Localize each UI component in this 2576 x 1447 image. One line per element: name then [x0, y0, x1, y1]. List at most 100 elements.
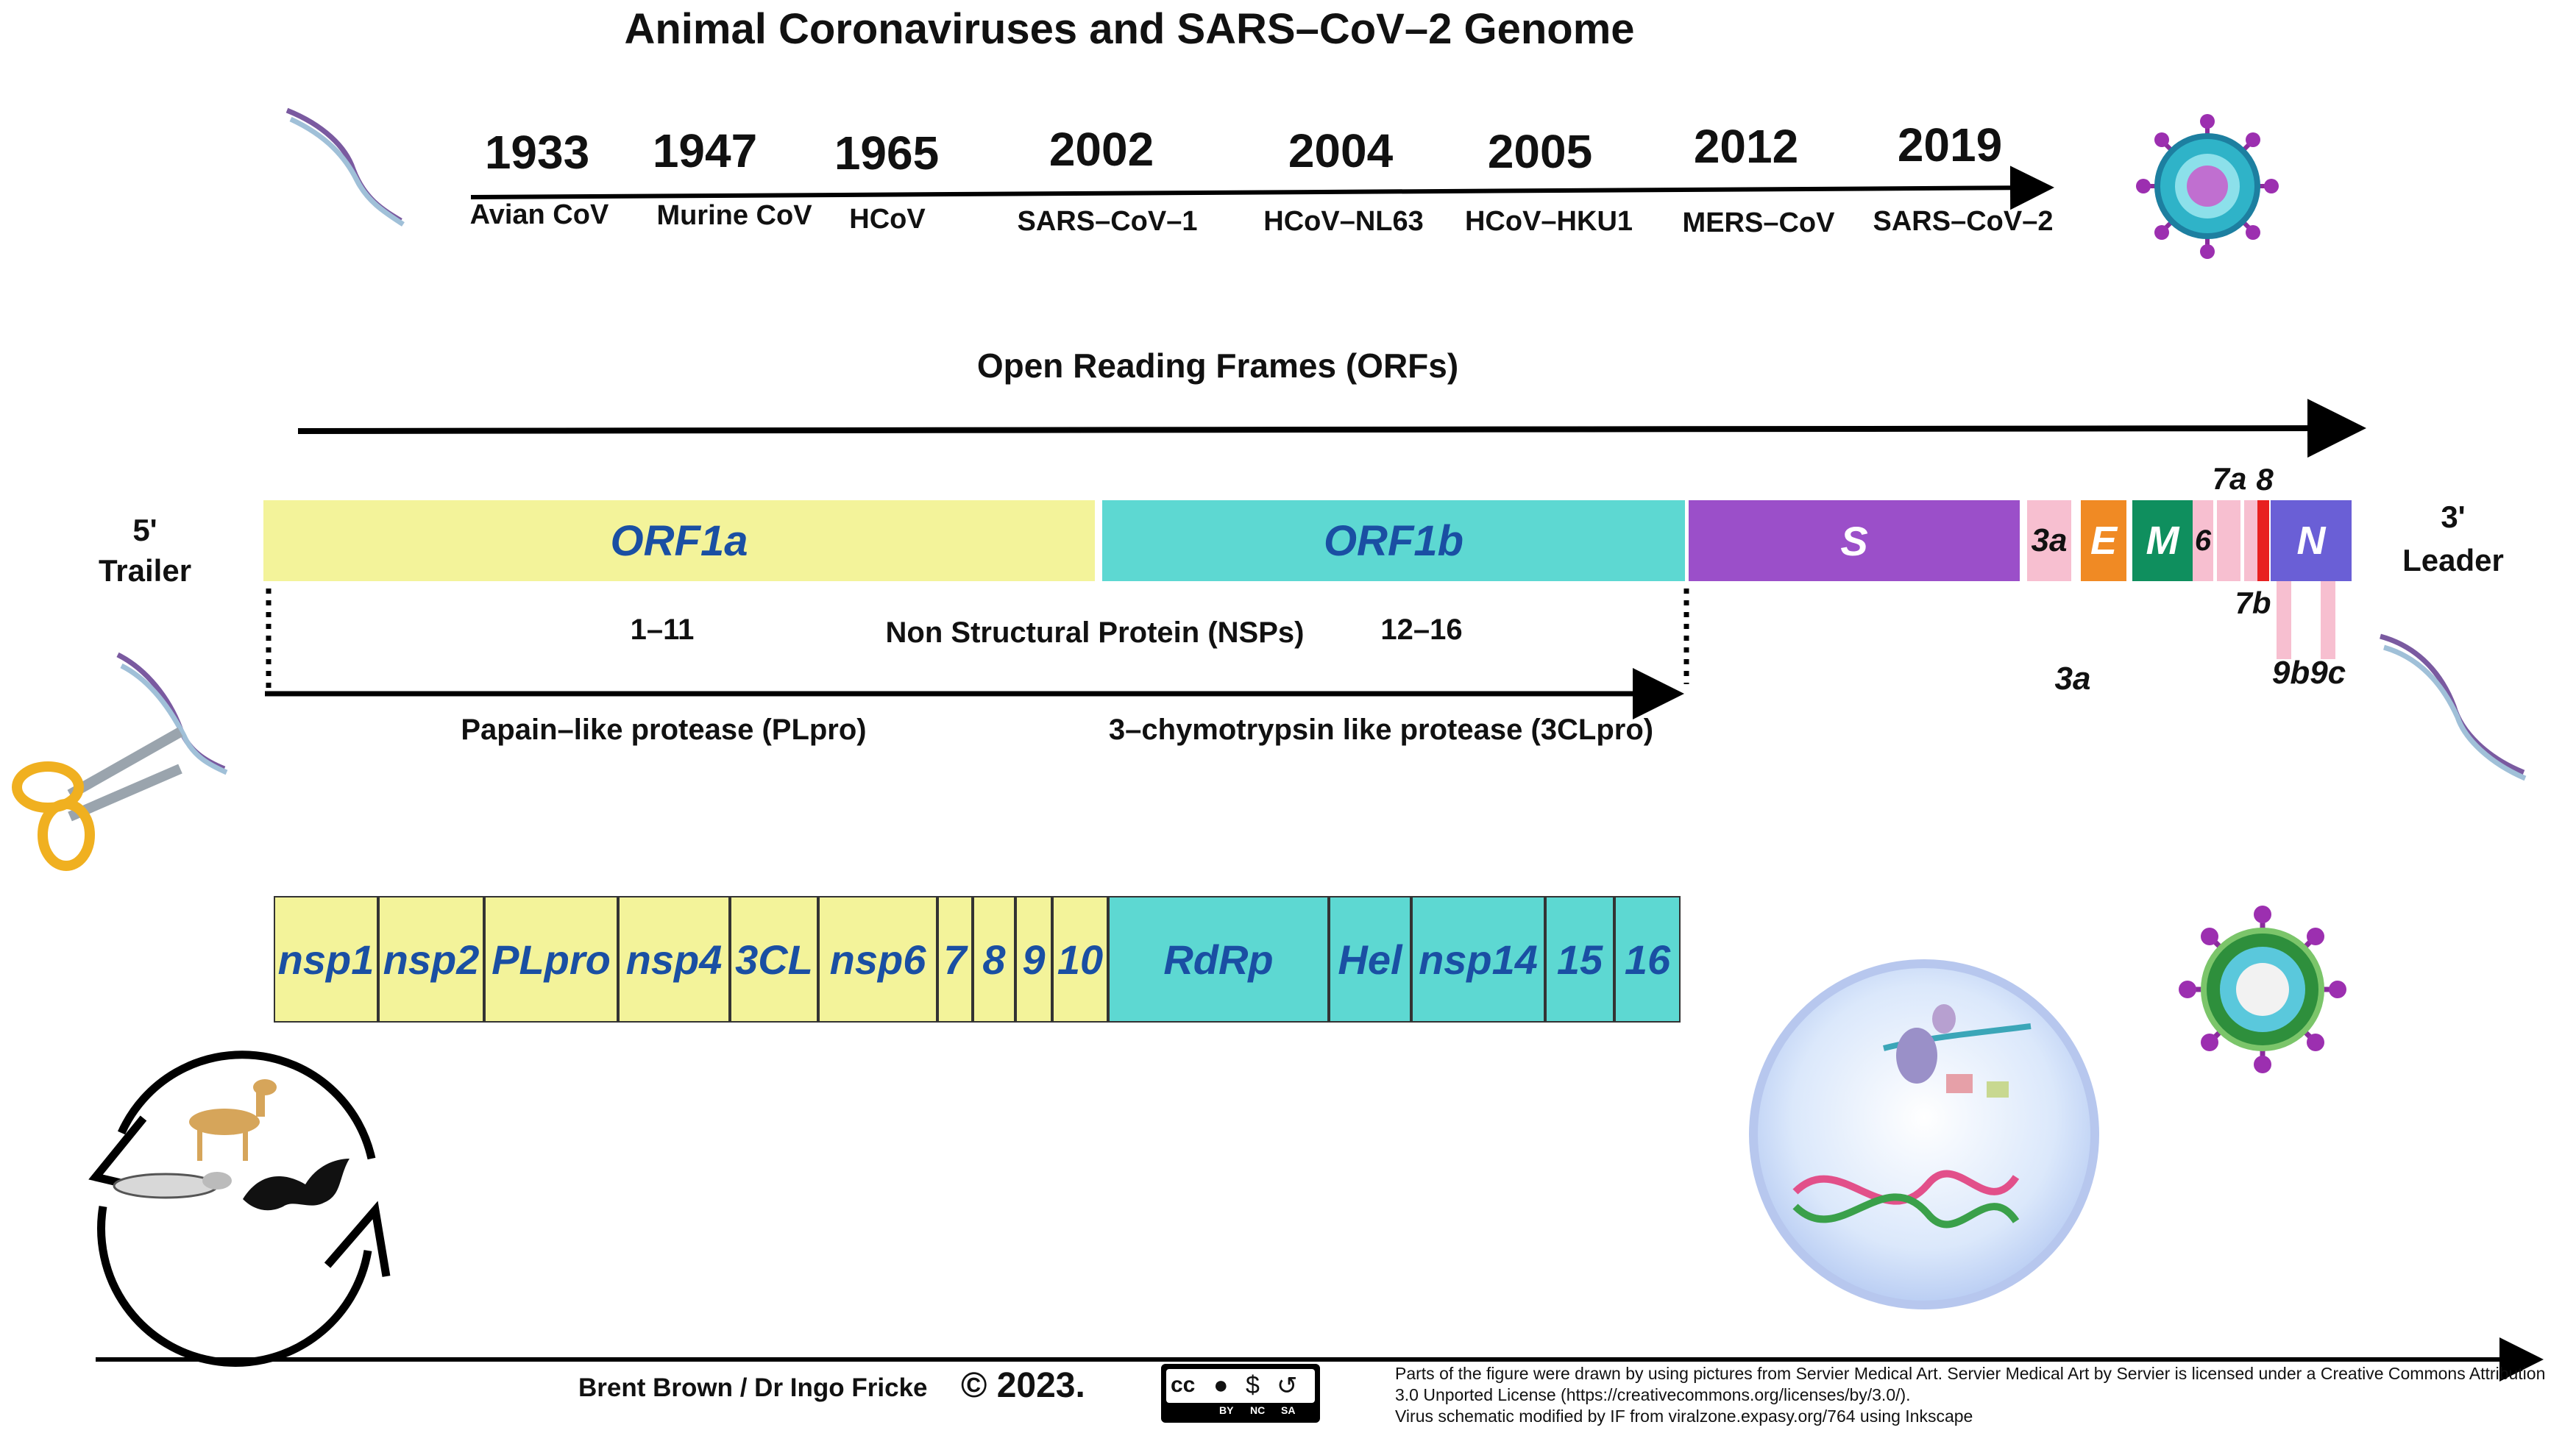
orf1a-segment: ORF1a	[263, 500, 1095, 581]
nsp-range-2: 12–16	[1380, 614, 1463, 646]
timeline-label: Avian CoV	[469, 199, 609, 230]
timeline-label: SARS–CoV–2	[1873, 206, 2054, 237]
nsp-box-label: 10	[1057, 936, 1104, 983]
nsp-range-1: 1–11	[630, 614, 695, 646]
nsp-box-label: 9	[1022, 936, 1046, 983]
timeline-year: 1947	[652, 124, 758, 177]
timeline-year: 1933	[484, 126, 590, 179]
orf1b-label: ORF1b	[1323, 516, 1464, 565]
timeline-year: 2012	[1693, 120, 1799, 173]
three-prime-label: 3'	[2441, 499, 2466, 534]
nsp-box: 15	[1545, 896, 1614, 1023]
n-gene-segment: N	[2271, 500, 2352, 581]
timeline-year: 2002	[1049, 123, 1154, 176]
timeline-year: 2019	[1897, 118, 2003, 171]
by-icon: ●	[1213, 1371, 1229, 1399]
orf-heading: Open Reading Frames (ORFs)	[976, 346, 1459, 385]
nsp-box: 16	[1614, 896, 1681, 1023]
cc-icon: cc	[1171, 1373, 1196, 1397]
nsp-box-label: 15	[1556, 936, 1603, 983]
orf1b-segment: ORF1b	[1102, 500, 1685, 581]
nsp-box-label: PLpro	[492, 936, 611, 983]
orf3a-label: 3a	[2031, 522, 2068, 558]
sa-icon: ↺	[1277, 1372, 1298, 1400]
nsp-box-label: nsp4	[625, 936, 723, 983]
trailer-label: Trailer	[98, 553, 192, 588]
badge-sa: SA	[1281, 1404, 1296, 1416]
credit-text: Parts of the figure were drawn by using …	[1395, 1363, 2572, 1427]
orf-arrow	[297, 399, 2366, 458]
credit-line-1: Parts of the figure were drawn by using …	[1395, 1364, 2546, 1404]
nsp-box-label: RdRp	[1163, 936, 1274, 983]
timeline-label: HCoV–NL63	[1263, 206, 1424, 237]
nsp-box: 8	[973, 896, 1015, 1023]
badge-nc: NC	[1250, 1404, 1266, 1416]
nsp-box-label: 7	[943, 936, 967, 983]
s-gene-segment: S	[1689, 500, 2020, 581]
nsp-box: 10	[1052, 896, 1108, 1023]
leader-label: Leader	[2402, 543, 2504, 577]
timeline-year: 1965	[834, 127, 940, 179]
timeline-year: 2004	[1288, 124, 1394, 177]
scissors-icon	[12, 727, 183, 871]
civet-icon	[113, 1172, 232, 1199]
timeline-arrow	[470, 166, 2054, 210]
nsp-box: nsp4	[618, 896, 730, 1023]
orf3a-segment: 3a	[2027, 500, 2071, 581]
nsp-box: nsp6	[818, 896, 937, 1023]
orf7a-label: 7a	[2212, 461, 2247, 496]
nsp-label: Non Structural Protein (NSPs)	[885, 616, 1305, 649]
timeline-label: HCoV	[849, 204, 926, 235]
m-gene-label: M	[2146, 519, 2179, 563]
timeline-year: 2005	[1487, 125, 1593, 178]
nc-icon: $	[1246, 1371, 1260, 1399]
nsp-box-label: nsp2	[383, 936, 480, 983]
nsp-box-label: 16	[1624, 936, 1671, 983]
badge-by: BY	[1219, 1404, 1234, 1416]
m-gene-segment: M	[2132, 500, 2193, 581]
host-cell-icon	[1749, 959, 2099, 1309]
nsp-box-label: 8	[982, 936, 1006, 983]
cc-license-badge: cc ● $ ↺ BY NC SA	[1161, 1364, 1320, 1423]
orf7a-segment	[2217, 500, 2240, 581]
nsp-box-label: 3CL	[735, 936, 813, 983]
orf9c-bar	[2321, 580, 2335, 659]
nsp-box-label: nsp1	[277, 936, 375, 983]
orf7b-segment	[2244, 500, 2257, 581]
orf6-segment: 6	[2193, 500, 2213, 581]
nsp-box: 7	[937, 896, 973, 1023]
e-gene-segment: E	[2081, 500, 2126, 581]
bat-icon	[243, 1159, 350, 1211]
five-prime-label: 5'	[132, 513, 157, 547]
rna-strand-icon	[285, 107, 405, 227]
timeline-label: Murine CoV	[656, 200, 812, 231]
orf8-segment	[2257, 500, 2269, 581]
copyright-text: © 2023.	[961, 1366, 1085, 1405]
host-cycle-icon	[88, 1050, 391, 1367]
virus-icon-2	[2179, 906, 2346, 1073]
orf1a-label: ORF1a	[610, 516, 748, 565]
nsp-box: 3CL	[730, 896, 818, 1023]
orf7b-label: 7b	[2235, 586, 2271, 620]
nsp-box-label: nsp14	[1419, 936, 1538, 983]
nsp-box: RdRp	[1108, 896, 1329, 1023]
rna-strand-icon-2	[116, 652, 228, 775]
orf8-label: 8	[2256, 462, 2274, 497]
orf9b-bar	[2277, 580, 2291, 659]
n-gene-label: N	[2296, 519, 2326, 563]
page-title: Animal Coronaviruses and SARS–CoV–2 Geno…	[624, 5, 1635, 53]
nsp-box-label: nsp6	[829, 936, 926, 983]
nsp-box: Hel	[1329, 896, 1411, 1023]
cc-badge-top: cc ● $ ↺	[1166, 1369, 1315, 1403]
virus-icon	[2136, 114, 2279, 259]
plpro-label: Papain–like protease (PLpro)	[461, 714, 867, 746]
orf6-label: 6	[2194, 524, 2212, 557]
timeline-label: MERS–CoV	[1682, 207, 1835, 238]
e-gene-label: E	[2090, 519, 2118, 563]
nsp-box: nsp2	[378, 896, 484, 1023]
nsp-box-label: Hel	[1338, 936, 1402, 983]
orf3a-below-label: 3a	[2054, 661, 2091, 697]
authors-text: Brent Brown / Dr Ingo Fricke	[578, 1373, 928, 1402]
